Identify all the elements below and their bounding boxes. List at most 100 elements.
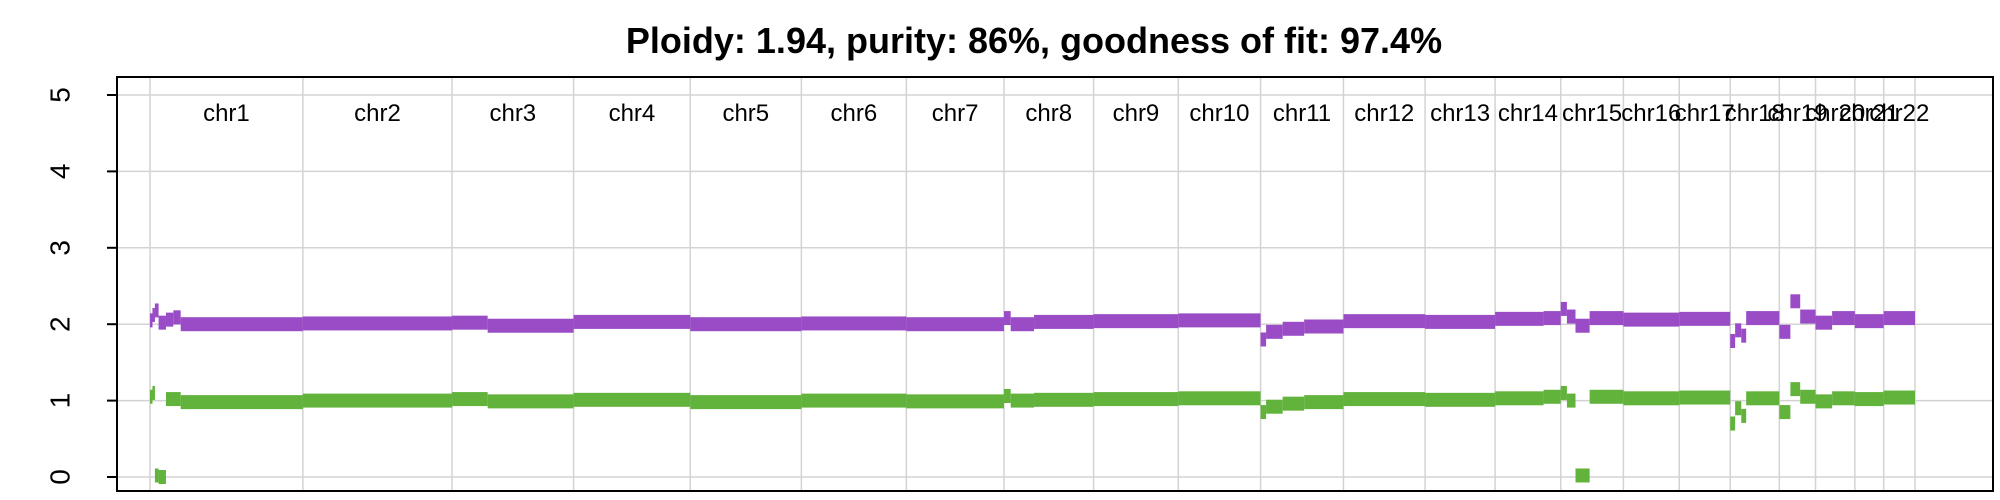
- copy-number-segment-minor: [1746, 391, 1780, 406]
- copy-number-segment-minor: [1425, 392, 1496, 407]
- copy-number-segment-minor: [150, 389, 153, 404]
- copy-number-segment-total: [1034, 314, 1094, 329]
- copy-number-segment-total: [1883, 311, 1915, 326]
- chromosome-labels: chr1 chr2 chr3 chr4 chr5 chr6 chr7 chr8 chr9 chr1…: [203, 100, 1929, 127]
- copy-number-segment-minor: [1178, 391, 1261, 406]
- chromosome-label: chr21: [1839, 100, 1899, 127]
- chromosome-label: chr19: [1767, 100, 1827, 127]
- y-tick-label: 2: [45, 316, 76, 332]
- copy-number-segment-minor: [1343, 392, 1426, 407]
- copy-number-segment-total: [1543, 311, 1561, 326]
- copy-number-segment-minor: [1304, 395, 1344, 410]
- chromosome-label: chr2: [354, 100, 401, 127]
- copy-number-segment-minor: [1589, 389, 1624, 404]
- chart-title: Ploidy: 1.94, purity: 86%, goodness of f…: [626, 20, 1442, 61]
- copy-number-segment-total: [452, 315, 488, 330]
- chromosome-label: chr16: [1621, 100, 1681, 127]
- copy-number-segment-total: [1425, 314, 1496, 329]
- copy-number-segment-total: [1003, 311, 1011, 326]
- copy-number-segment-total: [158, 315, 166, 330]
- copy-number-segment-total: [150, 313, 153, 328]
- chromosome-label: chr14: [1498, 100, 1558, 127]
- copy-number-segment-minor: [1495, 391, 1544, 406]
- copy-number-segment-total: [573, 314, 691, 329]
- copy-number-segment-minor: [180, 395, 303, 410]
- copy-number-segment-total: [180, 317, 303, 332]
- chromosome-label: chr9: [1113, 100, 1160, 127]
- segments-layer: [150, 294, 1915, 484]
- copy-number-segment-total: [801, 316, 907, 331]
- copy-number-segment-minor: [1832, 391, 1855, 406]
- copy-number-segment-minor: [1003, 389, 1011, 404]
- chromosome-label: chr4: [609, 100, 656, 127]
- copy-number-segment-minor: [1735, 401, 1742, 416]
- y-tick-label: 0: [45, 469, 76, 485]
- copy-number-segment-minor: [1560, 385, 1567, 400]
- chromosome-label: chr5: [722, 100, 769, 127]
- copy-number-segment-minor: [1800, 389, 1816, 404]
- copy-number-segment-minor: [302, 393, 453, 408]
- copy-number-segment-total: [173, 310, 181, 325]
- chromosome-label: chr1: [203, 100, 250, 127]
- y-tick-label: 1: [45, 393, 76, 409]
- chromosome-label: chr15: [1562, 100, 1622, 127]
- copy-number-segment-minor: [1730, 416, 1736, 431]
- copy-number-segment-minor: [906, 394, 1004, 409]
- copy-number-segment-minor: [1815, 394, 1833, 409]
- chromosome-label: chr18: [1725, 100, 1785, 127]
- copy-number-segment-minor: [1854, 392, 1884, 407]
- copy-number-segment-minor: [1566, 393, 1576, 408]
- plot-frame: [116, 76, 1994, 492]
- copy-number-segment-total: [1010, 317, 1035, 332]
- copy-number-segment-total: [1304, 319, 1344, 334]
- copy-number-segment-total: [1779, 324, 1791, 339]
- copy-number-segment-total: [1800, 309, 1816, 324]
- copy-number-segment-minor: [1779, 405, 1791, 420]
- chromosome-label: chr7: [932, 100, 979, 127]
- copy-number-segment-total: [1741, 328, 1747, 343]
- chromosome-label: chr12: [1354, 100, 1414, 127]
- y-tick-label: 5: [45, 87, 76, 103]
- copy-number-segment-minor: [1575, 468, 1590, 483]
- chromosome-label: chr22: [1869, 100, 1929, 127]
- copy-number-segment-total: [487, 318, 574, 333]
- copy-number-segment-total: [165, 312, 174, 327]
- chromosome-label: chr3: [489, 100, 536, 127]
- copy-number-segment-total: [690, 317, 802, 332]
- copy-number-segment-minor: [1034, 392, 1094, 407]
- copy-number-segment-minor: [1679, 390, 1731, 405]
- chromosome-label: chr17: [1675, 100, 1735, 127]
- copy-number-segment-total: [1735, 323, 1742, 338]
- copy-number-segment-minor: [801, 393, 907, 408]
- copy-number-segment-total: [1266, 324, 1283, 339]
- copy-number-segment-minor: [1266, 399, 1283, 414]
- copy-number-segment-minor: [1282, 396, 1305, 411]
- copy-number-segment-minor: [452, 392, 488, 407]
- copy-number-segment-total: [1623, 312, 1680, 327]
- copy-number-segment-minor: [1010, 393, 1035, 408]
- copy-number-segment-total: [1575, 318, 1590, 333]
- copy-number-segment-total: [1343, 314, 1426, 329]
- chromosome-label: chr10: [1189, 100, 1249, 127]
- copy-number-segment-total: [1730, 334, 1736, 349]
- copy-number-segment-minor: [487, 394, 574, 409]
- copy-number-segment-minor: [1790, 382, 1801, 397]
- copy-number-segment-total: [1790, 294, 1801, 309]
- copy-number-segment-total: [154, 303, 159, 318]
- y-tick-label: 3: [45, 240, 76, 256]
- copy-number-segment-total: [1260, 332, 1267, 347]
- copy-number-segment-total: [1746, 311, 1780, 326]
- copy-number-segment-total: [1495, 311, 1544, 326]
- copy-number-segment-total: [1178, 313, 1261, 328]
- copy-number-segment-total: [1093, 314, 1179, 329]
- copy-number-segment-total: [1815, 315, 1833, 330]
- chromosome-label: chr8: [1025, 100, 1072, 127]
- copy-number-segment-minor: [158, 470, 166, 484]
- copy-number-segment-minor: [152, 385, 155, 400]
- copy-number-segment-minor: [1883, 390, 1915, 405]
- grid-layer: [117, 77, 1993, 491]
- chromosome-label: chr11: [1273, 100, 1331, 127]
- copy-number-segment-minor: [1741, 408, 1747, 423]
- copy-number-segment-minor: [165, 392, 181, 407]
